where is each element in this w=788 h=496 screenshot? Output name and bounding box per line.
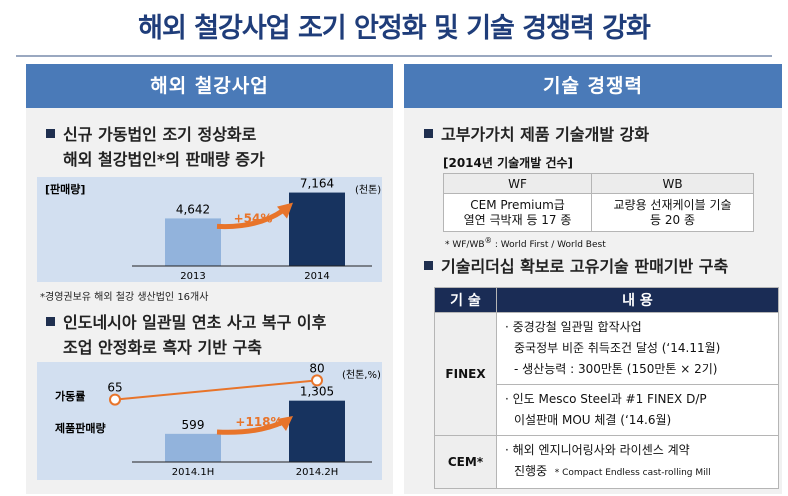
bar-2014.1H: [165, 433, 221, 462]
left-bullet-1: 신규 가동법인 조기 정상화로: [46, 123, 256, 147]
right-bullet-2: 기술리더십 확보로 고유기술 판매기반 구축: [424, 255, 728, 279]
growth-label: +54%: [234, 211, 273, 225]
cem-footnote: * Compact Endless cast-rolling Mill: [554, 468, 711, 478]
tech-sales-table: 기 술 내 용 FINEX · 중경강철 일관밀 합작사업 중국정부 비준 취득…: [434, 287, 779, 489]
utilization-line: [114, 379, 318, 401]
cem-item: · 해외 엔지니어링사와 라이센스 계약 진행중 * Compact Endle…: [496, 435, 779, 489]
wf-wb-table: WF WB CEM Premium급 열연 극박재 등 17 종 교량용 선재케…: [442, 173, 754, 232]
tech-competitiveness-panel: 기술 경쟁력 고부가가치 제품 기술개발 강화 [2014년 기술개발 건수] …: [404, 64, 782, 494]
x-tick-label: 2014.2H: [296, 467, 339, 478]
wf-cell-line2: 열연 극박재 등 17 종: [463, 212, 572, 227]
content-col-header: 내 용: [496, 287, 779, 313]
finex-item-1-line1: · 중경강철 일관밀 합작사업: [505, 320, 642, 334]
utilization-point: [311, 374, 323, 387]
wf-wb-note: * WF/WB® : World First / World Best: [445, 236, 606, 250]
x-tick-label: 2014.1H: [172, 467, 215, 478]
left-bullet-1-line1: 신규 가동법인 조기 정상화로: [63, 125, 257, 144]
finex-label: FINEX: [434, 312, 497, 436]
finex-item-1-line2: 중국정부 비준 취득조건 달성 (‘14.11월): [514, 341, 721, 355]
bar-value-label: 7,164: [300, 177, 334, 191]
cem-item-line2: 진행중: [514, 464, 548, 478]
title-divider: [16, 55, 772, 57]
left-bullet-1-line2: 해외 철강법인*의 판매량 증가: [63, 150, 265, 169]
bar-value-label: 4,642: [176, 202, 210, 216]
finex-item-1: · 중경강철 일관밀 합작사업 중국정부 비준 취득조건 달성 (‘14.11월…: [496, 312, 779, 385]
growth-arrow-head: [277, 202, 293, 219]
wf-wb-note-prefix: * WF/WB: [445, 240, 485, 250]
growth-label: +118%: [235, 415, 282, 429]
x-tick-label: 2014: [304, 271, 329, 282]
utilization-value-label: 80: [309, 362, 324, 375]
finex-item-2: · 인도 Mesco Steel과 #1 FINEX D/P 이설판매 MOU …: [496, 384, 779, 436]
left-bullet-2: 인도네시아 일관밀 연초 사고 복구 이후: [46, 311, 326, 335]
growth-arrow-shaft: [216, 208, 285, 230]
bar-value-label: 1,305: [300, 385, 334, 399]
right-bullet-1: 고부가가치 제품 기술개발 강화: [424, 123, 649, 147]
bar-value-label: 599: [182, 418, 205, 432]
finex-item-2-line1: · 인도 Mesco Steel과 #1 FINEX D/P: [505, 392, 707, 406]
chart-title: [판매량]: [45, 182, 85, 196]
left-bullet-2-line1: 인도네시아 일관밀 연초 사고 복구 이후: [63, 313, 327, 332]
bullet-square-icon: [46, 129, 55, 138]
finex-item-2-line2: 이설판매 MOU 체결 (‘14.6월): [514, 413, 672, 427]
tech-header: 기술 경쟁력: [404, 64, 782, 108]
wb-cell-line1: 교량용 선재케이블 기술: [613, 197, 732, 212]
bar-2014: [289, 192, 345, 266]
wf-cell: CEM Premium급 열연 극박재 등 17 종: [442, 193, 593, 232]
x-tick-label: 2013: [180, 271, 205, 282]
right-bullet-2-text: 기술리더십 확보로 고유기술 판매기반 구축: [441, 257, 729, 276]
wf-wb-note-text: : World First / World Best: [492, 240, 606, 250]
right-bullet-1-text: 고부가가치 제품 기술개발 강화: [441, 125, 650, 144]
left-bullet-2-line2: 조업 안정화로 흑자 기반 구축: [63, 338, 262, 357]
overseas-steel-header: 해외 철강사업: [26, 64, 393, 108]
wb-header: WB: [591, 173, 754, 194]
legend-utilization: 가동률: [55, 389, 85, 403]
bullet-square-icon: [424, 129, 433, 138]
chart-unit: (천톤,%): [342, 369, 381, 381]
bar-2013: [165, 218, 221, 266]
wb-cell-line2: 등 20 종: [650, 212, 696, 227]
utilization-point: [109, 393, 121, 406]
tech-table-caption: [2014년 기술개발 건수]: [443, 156, 574, 170]
cem-label: CEM*: [434, 435, 497, 489]
bullet-square-icon: [46, 317, 55, 326]
growth-arrow-shaft: [216, 419, 285, 435]
wf-cell-line1: CEM Premium급: [470, 197, 565, 212]
growth-arrow-head: [277, 416, 293, 431]
legend-sales: 제품판매량: [55, 421, 106, 435]
bullet-square-icon: [424, 261, 433, 270]
sales-chart: [판매량] (천톤) 4,642 2013 7,164 2014 +54%: [45, 177, 381, 282]
bar-2014.2H: [289, 400, 345, 462]
utilization-value-label: 65: [107, 381, 122, 395]
wf-header: WF: [442, 173, 593, 194]
left-note: *경영권보유 해외 철강 생산법인 16개사: [40, 292, 209, 303]
registered-mark: ®: [484, 236, 493, 245]
sales-chart-box: [판매량] (천톤) 4,642 2013 7,164 2014 +54%: [37, 177, 382, 282]
cem-item-line1: · 해외 엔지니어링사와 라이센스 계약: [505, 443, 690, 457]
chart-unit: (천톤): [355, 184, 381, 196]
tech-col-header: 기 술: [434, 287, 497, 313]
finex-item-1-line3: - 생산능력 : 300만톤 (150만톤 × 2기): [514, 362, 718, 376]
page-title: 해외 철강사업 조기 안정화 및 기술 경쟁력 강화: [138, 13, 651, 44]
overseas-steel-panel: 해외 철강사업 신규 가동법인 조기 정상화로 해외 철강법인*의 판매량 증가…: [26, 64, 393, 494]
wb-cell: 교량용 선재케이블 기술 등 20 종: [591, 193, 754, 232]
